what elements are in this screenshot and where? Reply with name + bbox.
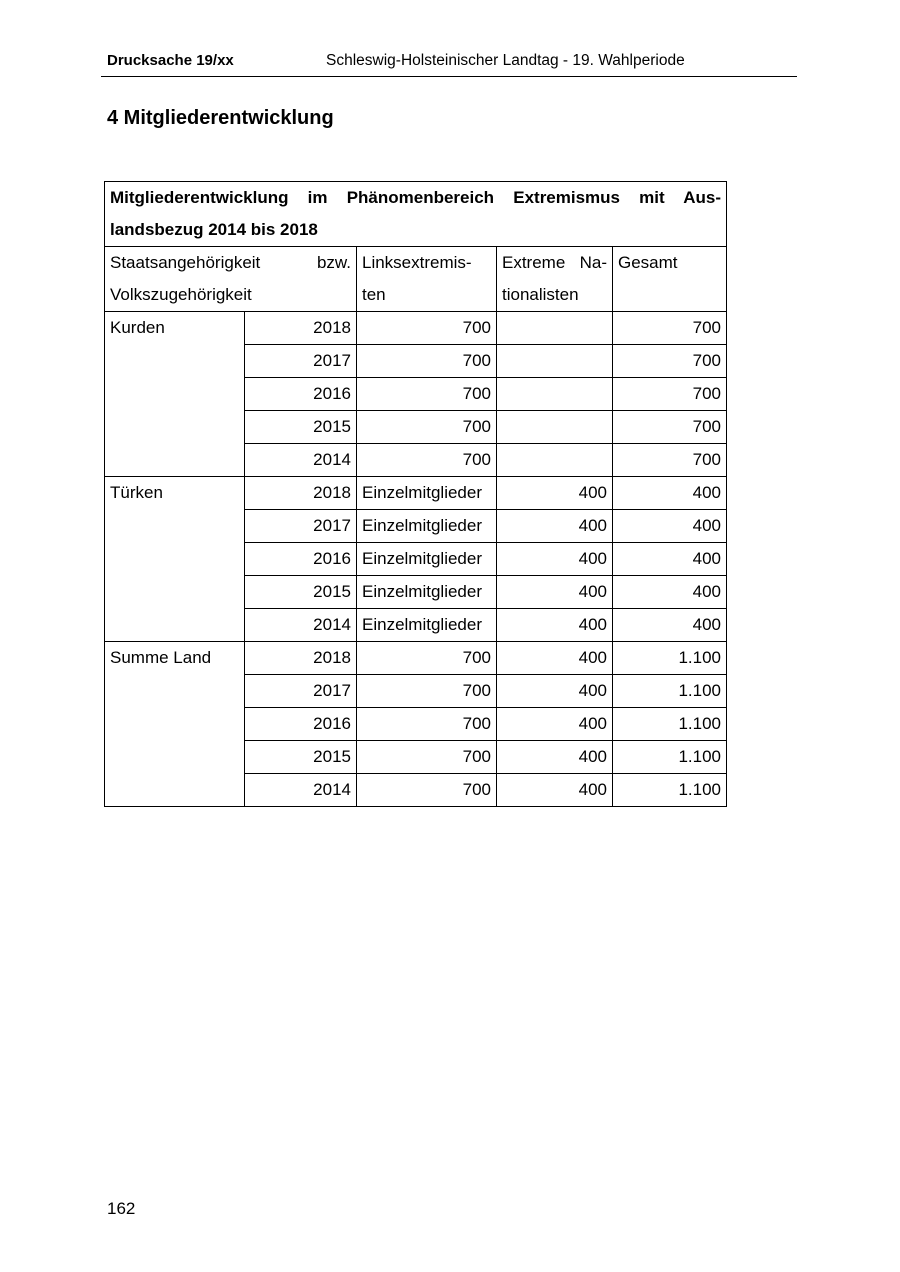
- cell-total: 700: [612, 344, 727, 378]
- header-group: Staatsangehörigkeit bzw. Volkszugehörigkei…: [104, 246, 357, 312]
- table-row: 2015 700 700: [105, 410, 727, 444]
- table-row: 2015 Einzelmitglieder 400 400: [105, 575, 727, 609]
- table-row: 2014 Einzelmitglieder 400 400: [105, 608, 727, 642]
- cell-nat: 400: [496, 674, 613, 708]
- group-name: Summe Land: [104, 641, 245, 807]
- cell-total: 1.100: [612, 773, 727, 807]
- header-text: ten: [362, 285, 386, 304]
- table-row: 2017 700 400 1.100: [105, 674, 727, 708]
- cell-year: 2014: [244, 443, 357, 477]
- cell-total: 400: [612, 542, 727, 576]
- cell-total: 1.100: [612, 707, 727, 741]
- page-number: 162: [107, 1199, 136, 1218]
- cell-links: Einzelmitglieder: [356, 608, 497, 642]
- group-name: Kurden: [104, 311, 245, 477]
- cell-year: 2014: [244, 773, 357, 807]
- cell-total: 400: [612, 575, 727, 609]
- header-text: tionalisten: [502, 285, 579, 304]
- cell-year: 2018: [244, 311, 357, 345]
- header-text: Staatsangehörigkeit: [110, 253, 261, 272]
- cell-year: 2014: [244, 608, 357, 642]
- table-row: 2015 700 400 1.100: [105, 740, 727, 774]
- cell-nat: [496, 410, 613, 444]
- cell-nat: [496, 377, 613, 411]
- table-row: 2016 700 700: [105, 377, 727, 411]
- cell-total: 400: [612, 476, 727, 510]
- cell-links: 700: [356, 641, 497, 675]
- cell-year: 2015: [244, 410, 357, 444]
- cell-links: 700: [356, 311, 497, 345]
- table-row: Kurden 2018 700 700: [104, 311, 727, 477]
- cell-nat: 400: [496, 575, 613, 609]
- table-row: Summe Land 2018 700 400 1.100: [104, 641, 727, 807]
- cell-year: 2018: [244, 476, 357, 510]
- header-text: bzw.: [316, 253, 351, 272]
- cell-total: 700: [612, 377, 727, 411]
- cell-links: 700: [356, 344, 497, 378]
- cell-year: 2017: [244, 344, 357, 378]
- cell-year: 2015: [244, 740, 357, 774]
- cell-year: 2016: [244, 377, 357, 411]
- cell-nat: 400: [496, 509, 613, 543]
- section-title: 4 Mitgliederentwicklung: [107, 107, 334, 129]
- cell-links: 700: [356, 377, 497, 411]
- cell-links: 700: [356, 443, 497, 477]
- cell-nat: 400: [496, 542, 613, 576]
- cell-total: 1.100: [612, 641, 727, 675]
- cell-total: 700: [612, 311, 727, 345]
- table-row: 2014 700 400 1.100: [105, 773, 727, 807]
- table-caption: Mitgliederentwicklung im Phänomenbereich…: [104, 181, 727, 247]
- table-row: 2017 700 700: [105, 344, 727, 378]
- cell-total: 1.100: [612, 674, 727, 708]
- cell-nat: 400: [496, 740, 613, 774]
- header-text: Linksextremis-: [362, 253, 472, 272]
- cell-links: Einzelmitglieder: [356, 542, 497, 576]
- running-header: Schleswig-Holsteinischer Landtag - 19. W…: [326, 52, 685, 69]
- cell-links: 700: [356, 740, 497, 774]
- cell-nat: 400: [496, 773, 613, 807]
- cell-total: 700: [612, 410, 727, 444]
- cell-nat: 400: [496, 641, 613, 675]
- cell-nat: 400: [496, 608, 613, 642]
- cell-nat: 400: [496, 476, 613, 510]
- table-row: 2016 Einzelmitglieder 400 400: [105, 542, 727, 576]
- header-rule: [101, 76, 797, 77]
- cell-links: 700: [356, 674, 497, 708]
- cell-year: 2016: [244, 707, 357, 741]
- cell-year: 2015: [244, 575, 357, 609]
- cell-links: Einzelmitglieder: [356, 575, 497, 609]
- membership-table: Mitgliederentwicklung im Phänomenbereich…: [104, 181, 727, 807]
- cell-links: Einzelmitglieder: [356, 476, 497, 510]
- cell-total: 1.100: [612, 740, 727, 774]
- cell-nat: 400: [496, 707, 613, 741]
- table-row: 2016 700 400 1.100: [105, 707, 727, 741]
- cell-year: 2018: [244, 641, 357, 675]
- table-row: 2017 Einzelmitglieder 400 400: [105, 509, 727, 543]
- cell-year: 2017: [244, 674, 357, 708]
- caption-line: Mitgliederentwicklung im Phänomenbereich…: [110, 188, 721, 207]
- cell-year: 2016: [244, 542, 357, 576]
- cell-nat: [496, 344, 613, 378]
- header-text: Extreme Na-: [502, 253, 607, 272]
- header-text: Volkszugehörigkeit: [110, 285, 252, 304]
- table-row: Türken 2018 Einzelmitglieder 400 400: [104, 476, 727, 642]
- group-name: Türken: [104, 476, 245, 642]
- header-left: Linksextremis-ten: [356, 246, 497, 312]
- cell-nat: [496, 311, 613, 345]
- document-number: Drucksache 19/xx: [107, 52, 234, 69]
- caption-line: landsbezug 2014 bis 2018: [110, 220, 318, 239]
- header-total: Gesamt: [612, 246, 727, 312]
- cell-nat: [496, 443, 613, 477]
- cell-links: 700: [356, 707, 497, 741]
- cell-links: Einzelmitglieder: [356, 509, 497, 543]
- header-nationalists: Extreme Na-tionalisten: [496, 246, 613, 312]
- cell-links: 700: [356, 410, 497, 444]
- cell-total: 400: [612, 608, 727, 642]
- cell-total: 400: [612, 509, 727, 543]
- cell-total: 700: [612, 443, 727, 477]
- cell-links: 700: [356, 773, 497, 807]
- cell-year: 2017: [244, 509, 357, 543]
